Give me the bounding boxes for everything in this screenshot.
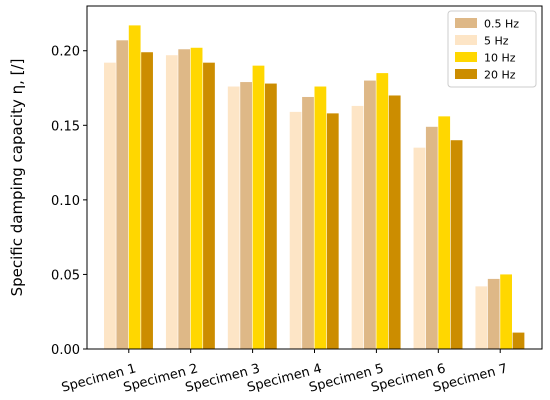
bar-20hz-cat1: [141, 52, 153, 349]
y-tick-label: 0.15: [51, 119, 80, 134]
bar-05hz-cat1: [116, 40, 129, 350]
legend-swatch: [455, 52, 477, 62]
y-tick-label: 0.20: [51, 45, 80, 60]
legend-swatch: [455, 69, 477, 79]
legend: 0.5 Hz 5 Hz 10 Hz 20 Hz: [447, 10, 537, 88]
bar-05hz-cat3: [240, 82, 252, 349]
bar-20hz-cat3: [264, 83, 277, 350]
bar-10hz-cat2: [190, 47, 203, 349]
y-axis-label: Specific damping capacity η, [/]: [8, 59, 26, 297]
bar-20hz-cat7: [512, 332, 525, 349]
bar-10hz-cat6: [438, 116, 451, 349]
bar-05hz-cat5: [364, 80, 376, 349]
y-tick-label: 0.10: [51, 194, 80, 209]
bar-20hz-cat6: [450, 140, 463, 349]
bar-5hz-cat6: [413, 147, 426, 349]
legend-swatch: [455, 18, 477, 28]
bar-05hz-cat4: [302, 96, 314, 349]
bar-5hz-cat7: [475, 286, 488, 349]
legend-label: 20 Hz: [484, 69, 516, 82]
bar-20hz-cat4: [326, 113, 339, 350]
bar-10hz-cat7: [500, 274, 512, 349]
bar-20hz-cat5: [388, 95, 401, 349]
bar-5hz-cat3: [227, 86, 240, 349]
legend-box: [447, 10, 537, 88]
bar-10hz-cat5: [376, 73, 389, 350]
bar-5hz-cat2: [165, 55, 178, 350]
bar-5hz-cat5: [351, 105, 364, 349]
plot-frame: [86, 5, 543, 350]
bar-05hz-cat2: [178, 49, 191, 349]
bar-5hz-cat4: [289, 111, 302, 349]
legend-label: 0.5 Hz: [484, 18, 519, 31]
bars-layer: [104, 25, 525, 350]
legend-label: 10 Hz: [484, 52, 516, 65]
bar-10hz-cat4: [314, 86, 327, 349]
bar-5hz-cat1: [104, 62, 116, 350]
legend-swatch: [455, 35, 477, 45]
y-axis: 0.00 0.05 0.10 0.15 0.20: [51, 45, 87, 358]
bar-20hz-cat2: [203, 62, 215, 350]
bar-05hz-cat6: [425, 126, 438, 349]
y-tick-label: 0.05: [51, 268, 80, 283]
bar-05hz-cat7: [487, 278, 500, 349]
bar-10hz-cat3: [252, 65, 265, 350]
bar-10hz-cat1: [128, 25, 141, 349]
y-tick-label: 0.00: [51, 343, 80, 358]
legend-label: 5 Hz: [484, 35, 509, 48]
